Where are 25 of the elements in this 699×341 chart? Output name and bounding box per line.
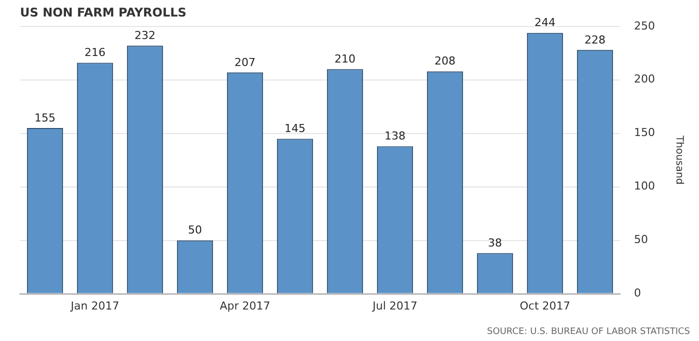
data-label: 228 — [584, 33, 606, 46]
y-tick-label: 0 — [634, 286, 642, 300]
y-tick-label: 250 — [634, 19, 656, 32]
y-tick-label: 50 — [634, 233, 648, 246]
data-label: 38 — [488, 236, 502, 250]
y-tick-label: 100 — [634, 180, 656, 193]
x-tick-label: Jul 2017 — [372, 299, 418, 312]
data-label: 138 — [384, 130, 406, 143]
data-label: 50 — [188, 224, 202, 237]
data-label: 208 — [434, 54, 456, 68]
data-label: 155 — [34, 111, 56, 124]
data-label: 244 — [534, 16, 556, 30]
y-axis-title: Thousand — [673, 134, 684, 185]
x-tick-label: Oct 2017 — [520, 299, 570, 312]
y-tick-label: 150 — [634, 126, 656, 140]
x-tick-label: Jan 2017 — [70, 299, 120, 312]
data-label: 145 — [284, 122, 306, 136]
chart-title: US NON FARM PAYROLLS — [20, 5, 186, 20]
source-note: SOURCE: U.S. BUREAU OF LABOR STATISTICS — [487, 326, 690, 337]
data-label: 232 — [134, 29, 156, 42]
data-label: 207 — [234, 56, 256, 69]
data-label: 216 — [84, 46, 106, 60]
data-label: 210 — [334, 52, 356, 66]
y-tick-label: 200 — [634, 72, 656, 86]
x-tick-label: Apr 2017 — [220, 299, 270, 312]
